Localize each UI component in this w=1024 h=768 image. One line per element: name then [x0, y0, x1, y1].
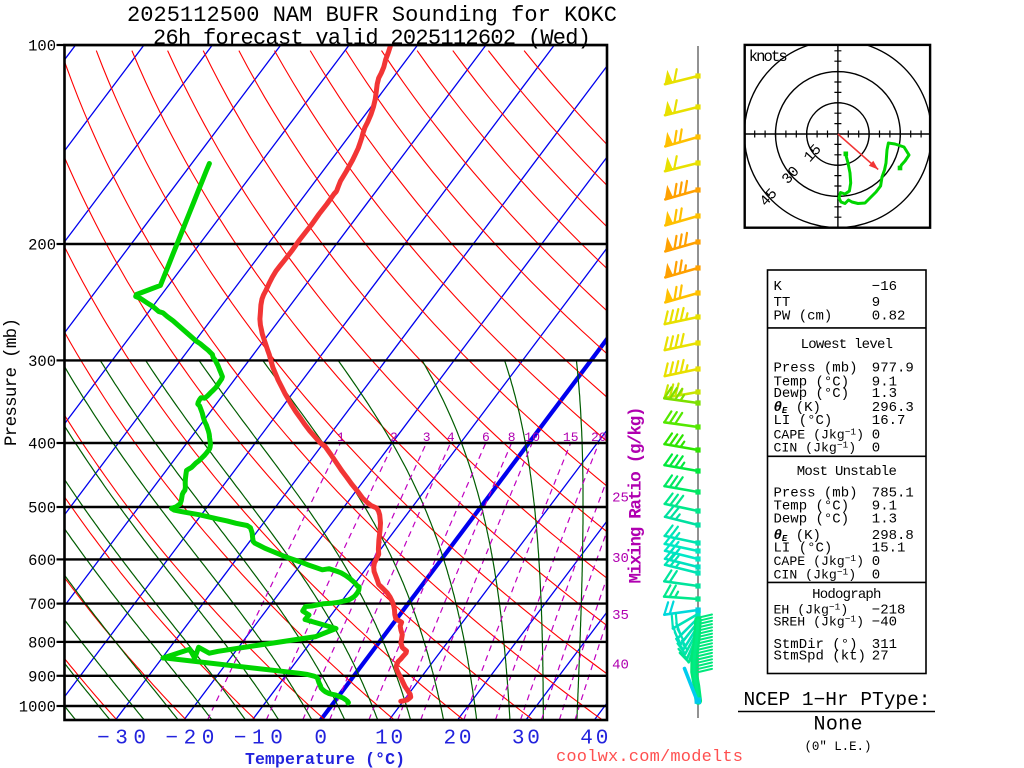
svg-text:9: 9 [872, 295, 880, 311]
svg-text:15: 15 [563, 430, 579, 445]
svg-text:1000: 1000 [19, 699, 56, 717]
svg-text:9.1: 9.1 [872, 499, 897, 515]
svg-text:−30: −30 [97, 728, 146, 751]
svg-text:8: 8 [508, 430, 516, 445]
svg-text:800: 800 [28, 634, 56, 652]
svg-text:Temp (°C): Temp (°C) [774, 499, 850, 515]
svg-text:CAPE (Jkg−1): CAPE (Jkg−1) [774, 553, 865, 569]
svg-text:10: 10 [524, 430, 540, 445]
svg-text:TT: TT [774, 295, 791, 311]
svg-text:0.82: 0.82 [872, 309, 906, 325]
svg-text:Lowest level: Lowest level [801, 337, 893, 353]
svg-text:Dewp (°C): Dewp (°C) [774, 386, 850, 402]
svg-text:35: 35 [612, 608, 629, 624]
svg-text:K: K [774, 279, 783, 295]
svg-text:500: 500 [28, 500, 56, 518]
svg-text:296.3: 296.3 [872, 400, 914, 416]
svg-text:CIN (Jkg−1): CIN (Jkg−1) [774, 567, 857, 583]
svg-text:3: 3 [423, 430, 431, 445]
svg-text:Pressure (mb): Pressure (mb) [2, 318, 22, 446]
svg-text:1.3: 1.3 [872, 512, 897, 528]
svg-text:100: 100 [28, 38, 56, 56]
svg-text:Temp (°C): Temp (°C) [774, 375, 850, 391]
svg-text:Temperature (°C): Temperature (°C) [245, 750, 405, 768]
svg-text:coolwx.com/modelts: coolwx.com/modelts [556, 748, 743, 767]
svg-text:Most Unstable: Most Unstable [797, 464, 897, 480]
svg-text:2: 2 [390, 430, 398, 445]
svg-text:0: 0 [872, 568, 880, 584]
svg-text:27: 27 [872, 649, 889, 665]
svg-text:2025112500 NAM BUFR Sounding f: 2025112500 NAM BUFR Sounding for KOKC [127, 3, 617, 28]
svg-text:Mixing Ratio (g/kg): Mixing Ratio (g/kg) [627, 407, 647, 584]
svg-text:15.1: 15.1 [872, 541, 906, 557]
svg-text:30: 30 [612, 551, 629, 567]
svg-text:0: 0 [872, 554, 880, 570]
svg-text:NCEP 1−Hr PType:: NCEP 1−Hr PType: [744, 689, 931, 711]
svg-text:20: 20 [591, 430, 607, 445]
svg-text:40: 40 [612, 658, 629, 674]
svg-text:−218: −218 [872, 603, 906, 619]
svg-text:1.3: 1.3 [872, 386, 897, 402]
svg-text:LI (°C): LI (°C) [774, 413, 833, 429]
svg-text:0: 0 [872, 441, 880, 457]
svg-text:977.9: 977.9 [872, 361, 914, 377]
svg-text:4: 4 [447, 430, 455, 445]
svg-text:−16: −16 [872, 279, 897, 295]
svg-text:16.7: 16.7 [872, 413, 906, 429]
svg-text:200: 200 [28, 237, 56, 255]
svg-text:26h forecast valid 2025112602: 26h forecast valid 2025112602 (Wed) [153, 26, 591, 51]
svg-text:0: 0 [314, 728, 327, 751]
svg-text:knots: knots [749, 48, 788, 66]
svg-text:None: None [814, 714, 863, 737]
svg-text:700: 700 [28, 596, 56, 614]
svg-text:0: 0 [872, 428, 880, 444]
svg-text:−10: −10 [234, 728, 283, 751]
svg-text:600: 600 [28, 552, 56, 570]
svg-text:9.1: 9.1 [872, 375, 897, 391]
svg-text:(0" L.E.): (0" L.E.) [805, 740, 872, 754]
svg-text:400: 400 [28, 436, 56, 454]
svg-text:StmDir (°): StmDir (°) [774, 637, 858, 653]
svg-text:−40: −40 [872, 615, 897, 631]
svg-text:PW (cm): PW (cm) [774, 309, 833, 325]
svg-text:6: 6 [482, 430, 490, 445]
svg-text:900: 900 [28, 668, 56, 686]
svg-text:Press (mb): Press (mb) [774, 486, 858, 502]
svg-text:1: 1 [337, 430, 345, 445]
svg-text:Hodograph: Hodograph [812, 587, 881, 603]
svg-text:LI (°C): LI (°C) [774, 541, 833, 557]
svg-text:298.8: 298.8 [872, 528, 914, 544]
svg-text:SREH (Jkg−1): SREH (Jkg−1) [774, 614, 865, 630]
svg-text:311: 311 [872, 637, 897, 653]
svg-text:−20: −20 [165, 728, 214, 751]
svg-text:Dewp (°C): Dewp (°C) [774, 512, 850, 528]
svg-text:785.1: 785.1 [872, 486, 914, 502]
svg-text:StmSpd (kt): StmSpd (kt) [774, 649, 866, 665]
svg-text:25: 25 [612, 491, 629, 507]
svg-text:CIN (Jkg−1): CIN (Jkg−1) [774, 440, 857, 456]
svg-text:CAPE (Jkg−1): CAPE (Jkg−1) [774, 427, 865, 443]
svg-text:Press (mb): Press (mb) [774, 361, 858, 377]
svg-text:θE (K): θE (K) [774, 528, 821, 544]
svg-text:300: 300 [28, 353, 56, 371]
